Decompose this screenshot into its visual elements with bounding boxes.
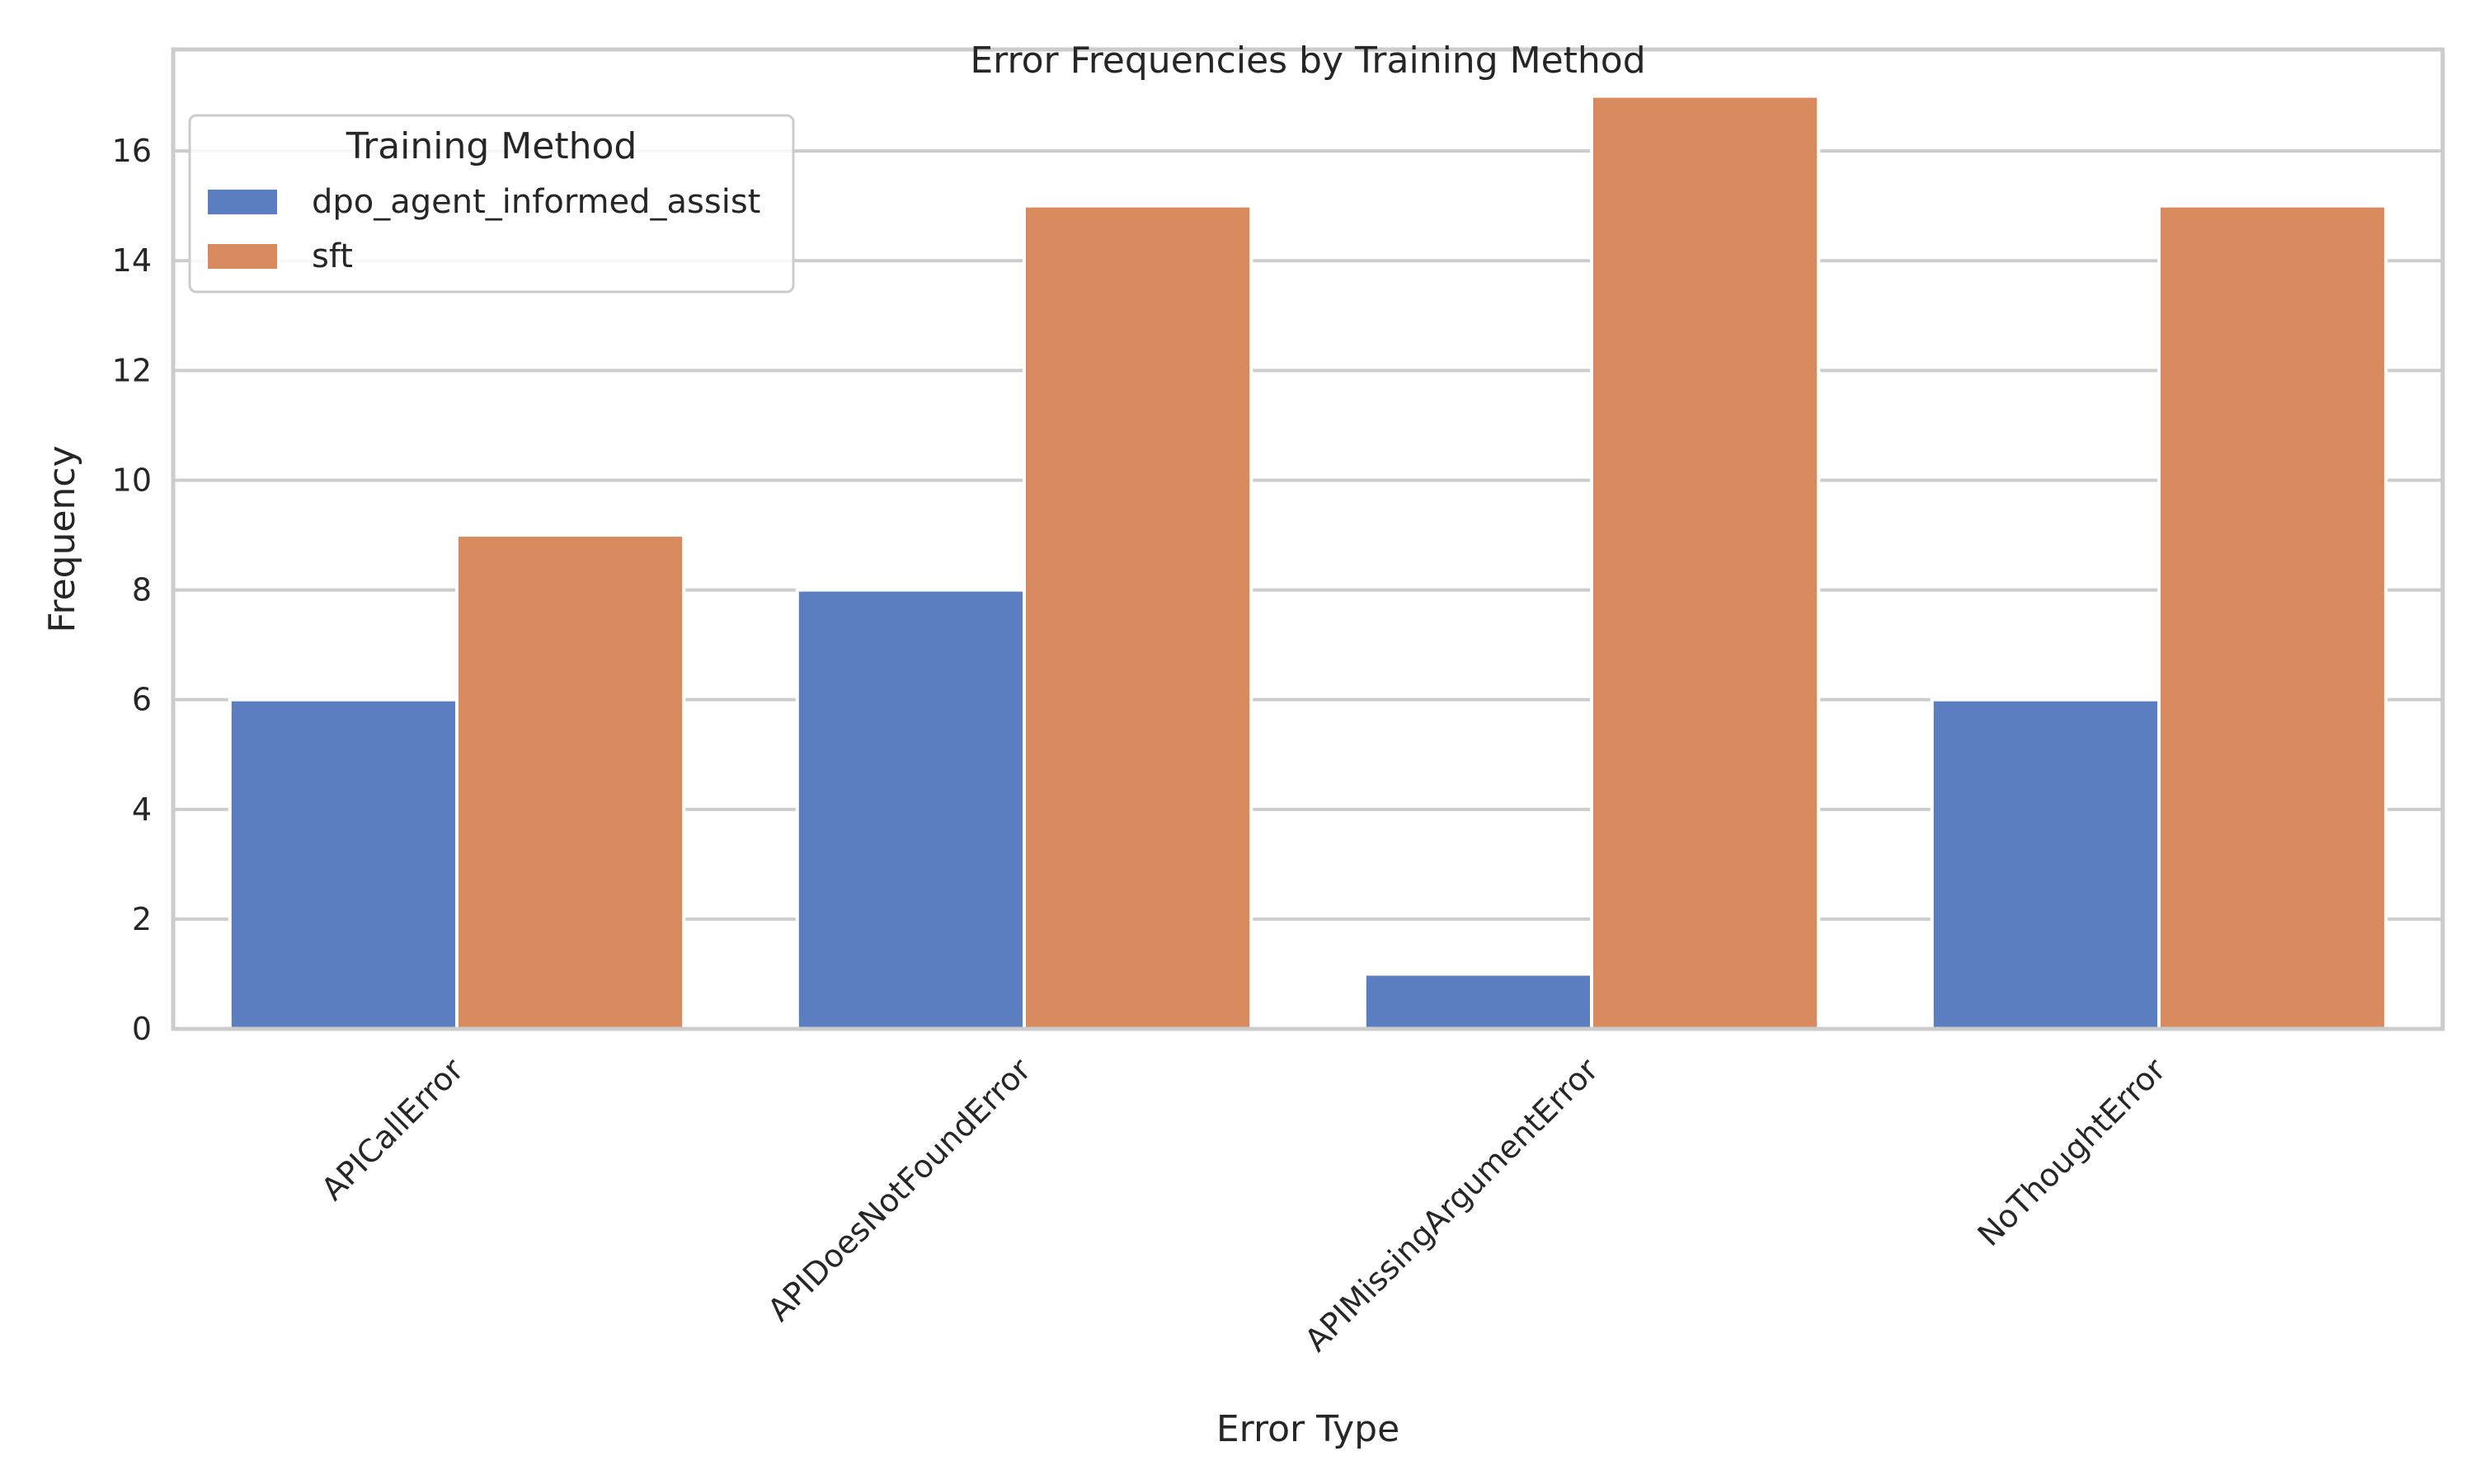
y-tick-labels: 0 2 4 6 8 10 12 14 16 bbox=[112, 133, 152, 1047]
bar-dpo-APIDoesNotFoundError bbox=[795, 588, 1026, 1031]
bar-sft-APIMissingArgumentError bbox=[1590, 94, 1821, 1031]
bar-dpo-NoThoughtError bbox=[1930, 697, 2161, 1031]
legend-label-dpo: dpo_agent_informed_assist bbox=[312, 183, 760, 221]
legend-label-sft: sft bbox=[312, 237, 353, 275]
y-tick-label: 8 bbox=[132, 572, 152, 608]
x-axis-label: Error Type bbox=[1216, 1408, 1399, 1450]
y-tick-label: 2 bbox=[132, 901, 152, 937]
y-tick-label: 16 bbox=[112, 133, 152, 169]
chart-title: Error Frequencies by Training Method bbox=[970, 40, 1645, 82]
legend: Training Method dpo_agent_informed_assis… bbox=[188, 114, 795, 294]
legend-swatch-dpo bbox=[208, 190, 277, 214]
legend-box bbox=[188, 114, 795, 294]
legend-swatch-sft bbox=[208, 244, 277, 269]
bar-sft-APICallError bbox=[455, 533, 686, 1031]
y-tick-label: 14 bbox=[112, 242, 152, 279]
bar-sft-APIDoesNotFoundError bbox=[1023, 204, 1253, 1031]
y-tick-label: 6 bbox=[132, 682, 152, 718]
y-tick-label: 10 bbox=[112, 462, 152, 498]
y-axis-label: Frequency bbox=[41, 445, 83, 632]
bar-dpo-APICallError bbox=[228, 697, 459, 1031]
y-tick-label: 0 bbox=[132, 1011, 152, 1047]
legend-title: Training Method bbox=[346, 125, 637, 167]
bars bbox=[228, 94, 2388, 1031]
plot-frame bbox=[171, 47, 2445, 1031]
y-tick-label: 4 bbox=[132, 791, 152, 828]
y-tick-label: 12 bbox=[112, 352, 152, 388]
bar-dpo-APIMissingArgumentError bbox=[1362, 972, 1594, 1031]
bar-sft-NoThoughtError bbox=[2157, 204, 2388, 1031]
